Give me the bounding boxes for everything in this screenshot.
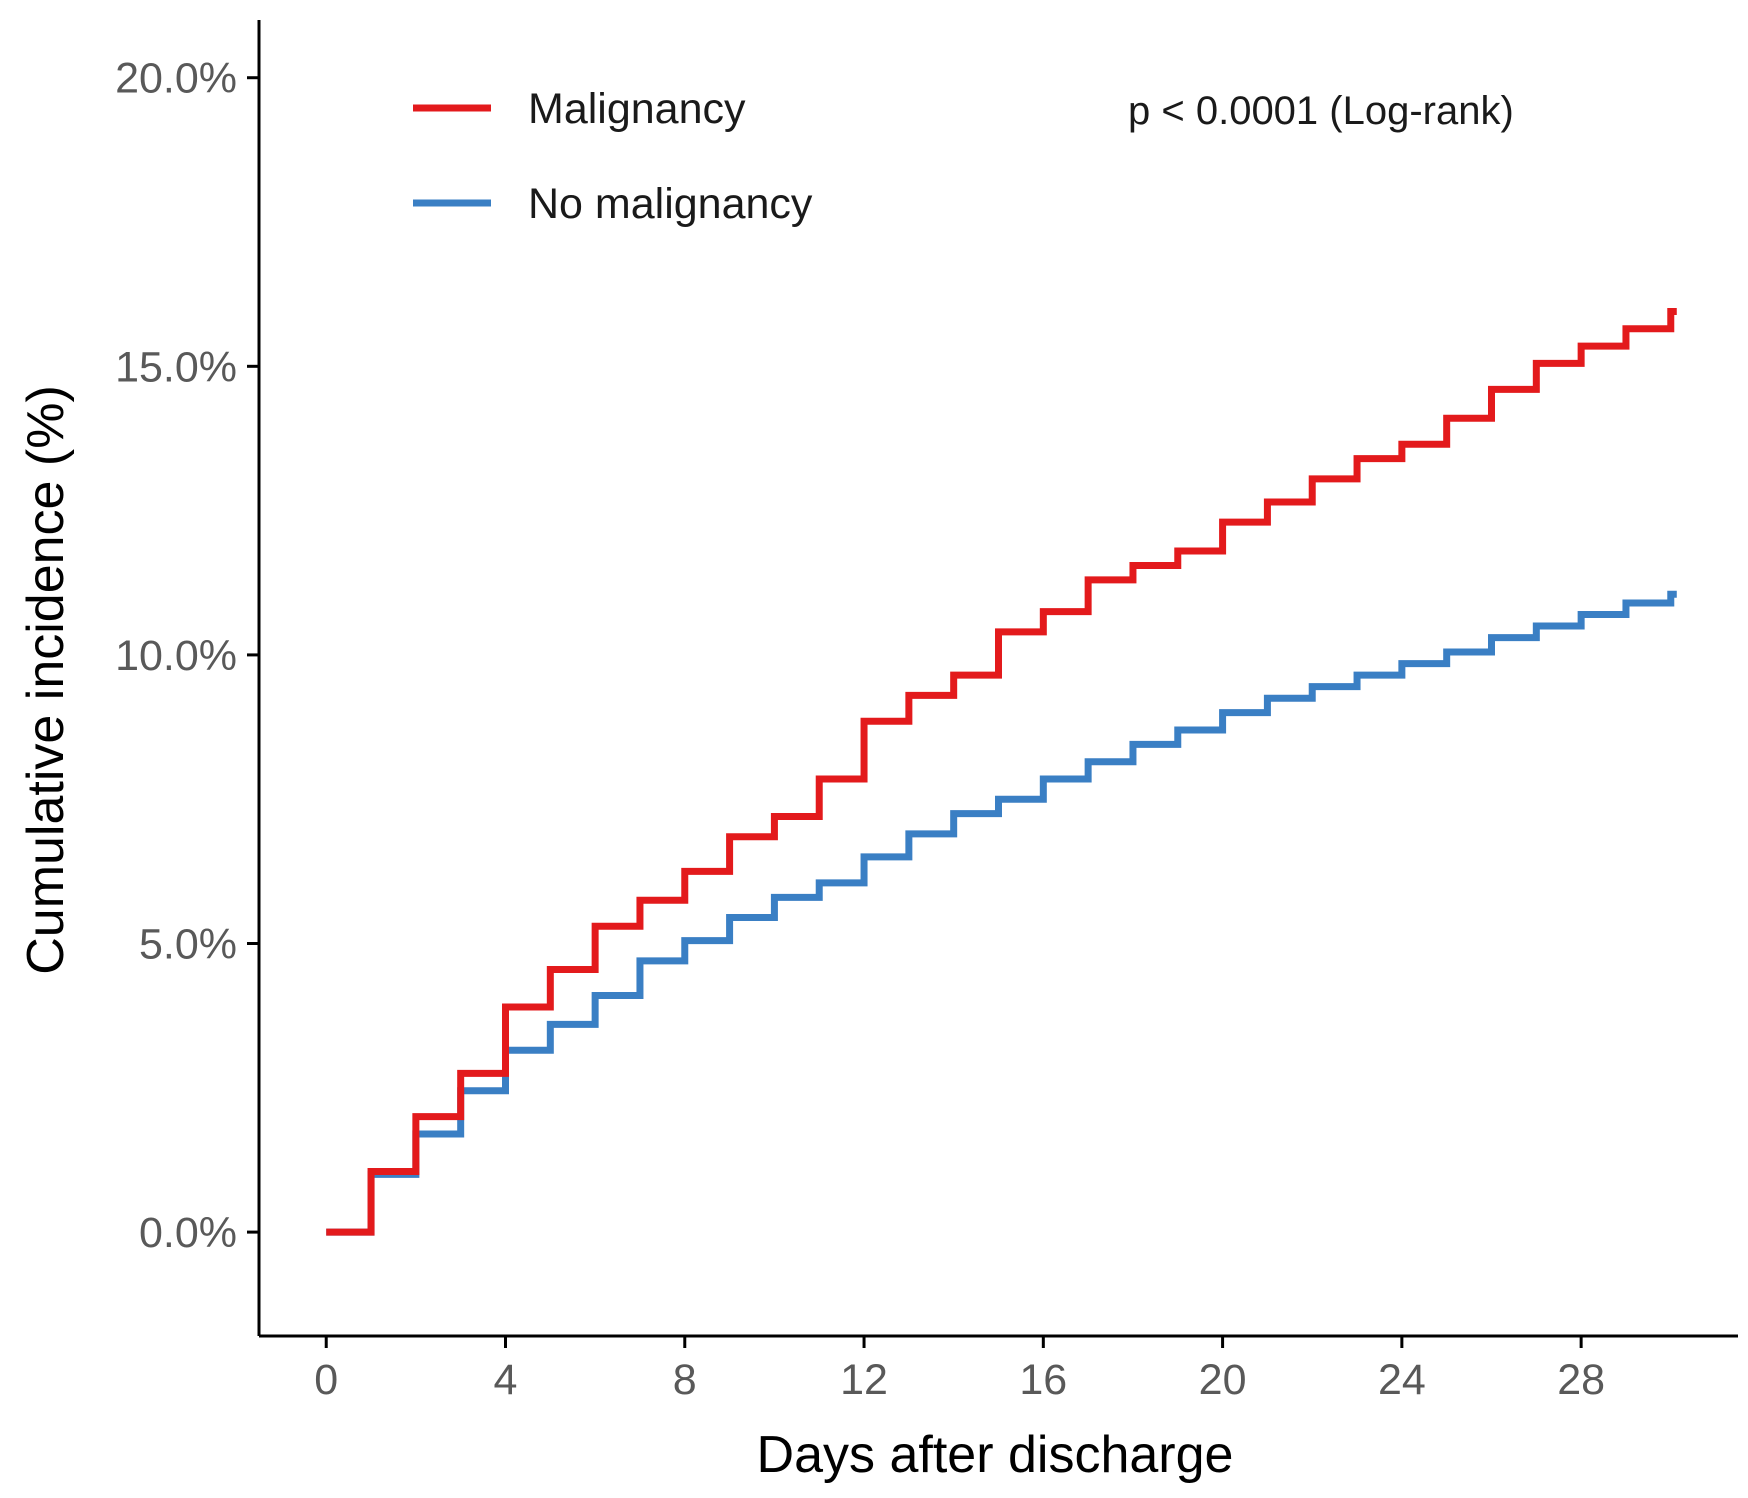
x-tick-label: 24	[1378, 1356, 1426, 1404]
x-tick-label: 8	[673, 1356, 697, 1404]
y-tick-label: 20.0%	[115, 55, 237, 103]
y-tick-label: 15.0%	[115, 343, 237, 391]
x-tick-label: 4	[494, 1356, 518, 1404]
x-tick-label: 12	[840, 1356, 888, 1404]
x-tick-label: 0	[314, 1356, 338, 1404]
y-tick-label: 10.0%	[115, 632, 237, 680]
legend-label: No malignancy	[528, 180, 813, 228]
x-tick-label: 16	[1019, 1356, 1067, 1404]
series-line-malignancy	[326, 307, 1677, 1236]
x-tick-label: 28	[1557, 1356, 1605, 1404]
x-axis-title: Days after discharge	[757, 1426, 1234, 1484]
x-ticks: 0 4 8 12 16 20 24 28	[314, 1336, 1605, 1404]
y-axis-title: Cumulative incidence (%)	[17, 385, 75, 975]
series-layer	[326, 307, 1677, 1236]
series-line-no-malignancy	[326, 590, 1677, 1236]
y-tick-label: 5.0%	[139, 921, 237, 969]
legend-label: Malignancy	[528, 85, 746, 133]
x-tick-label: 20	[1199, 1356, 1247, 1404]
legend: Malignancy No malignancy	[413, 85, 813, 228]
log-rank-annotation: p < 0.0001 (Log-rank)	[1128, 89, 1514, 133]
y-ticks: 0.0% 5.0% 10.0% 15.0% 20.0%	[115, 55, 259, 1257]
y-tick-label: 0.0%	[139, 1209, 237, 1257]
